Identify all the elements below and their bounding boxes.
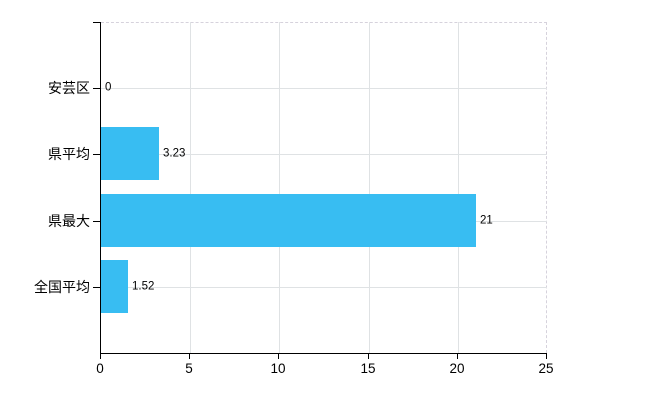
y-axis-tick-mark (93, 154, 100, 155)
x-axis-tick-label: 20 (449, 361, 465, 376)
x-axis-tick-mark (368, 354, 369, 359)
x-axis-tick-label: 5 (185, 361, 193, 376)
x-axis: 0 5 10 15 20 25 (96, 354, 554, 384)
category-label: 安芸区 (48, 80, 90, 96)
x-axis-tick-mark (546, 354, 547, 359)
y-axis-tick-mark (93, 221, 100, 222)
y-axis-top-tick-mark (93, 22, 100, 23)
y-axis-tick-mark (93, 287, 100, 288)
gridline-vertical (369, 22, 370, 353)
x-axis-tick-mark (100, 354, 101, 359)
y-axis-tick-mark (93, 88, 100, 89)
x-axis-tick-label: 10 (270, 361, 286, 376)
x-axis-tick-label: 15 (360, 361, 376, 376)
category-label: 全国平均 (34, 279, 90, 295)
category-label: 県平均 (48, 146, 90, 162)
x-axis-tick-mark (189, 354, 190, 359)
x-axis-tick-label: 25 (538, 361, 554, 376)
gridline-horizontal (101, 154, 547, 155)
x-axis-tick-label: 0 (96, 361, 104, 376)
y-axis-category-labels: 安芸区県平均県最大全国平均 (0, 22, 90, 353)
gridline-vertical (190, 22, 191, 353)
plot-border-right (546, 22, 547, 353)
gridline-vertical (458, 22, 459, 353)
gridline-vertical (279, 22, 280, 353)
x-axis-tick-mark (278, 354, 279, 359)
plot-area: 0 3.23 21 1.52 (100, 22, 547, 354)
plot-border-top (101, 22, 547, 23)
bar[interactable] (101, 194, 476, 247)
gridline-horizontal (101, 287, 547, 288)
bar-value-label: 21 (480, 214, 493, 227)
bar-value-label: 1.52 (132, 280, 155, 293)
x-axis-tick-mark (457, 354, 458, 359)
bar[interactable] (101, 127, 159, 180)
bar-value-label: 3.23 (163, 147, 186, 160)
bar[interactable] (101, 260, 128, 313)
category-label: 県最大 (48, 213, 90, 229)
gridline-horizontal (101, 88, 547, 89)
bar-value-label: 0 (105, 81, 112, 94)
